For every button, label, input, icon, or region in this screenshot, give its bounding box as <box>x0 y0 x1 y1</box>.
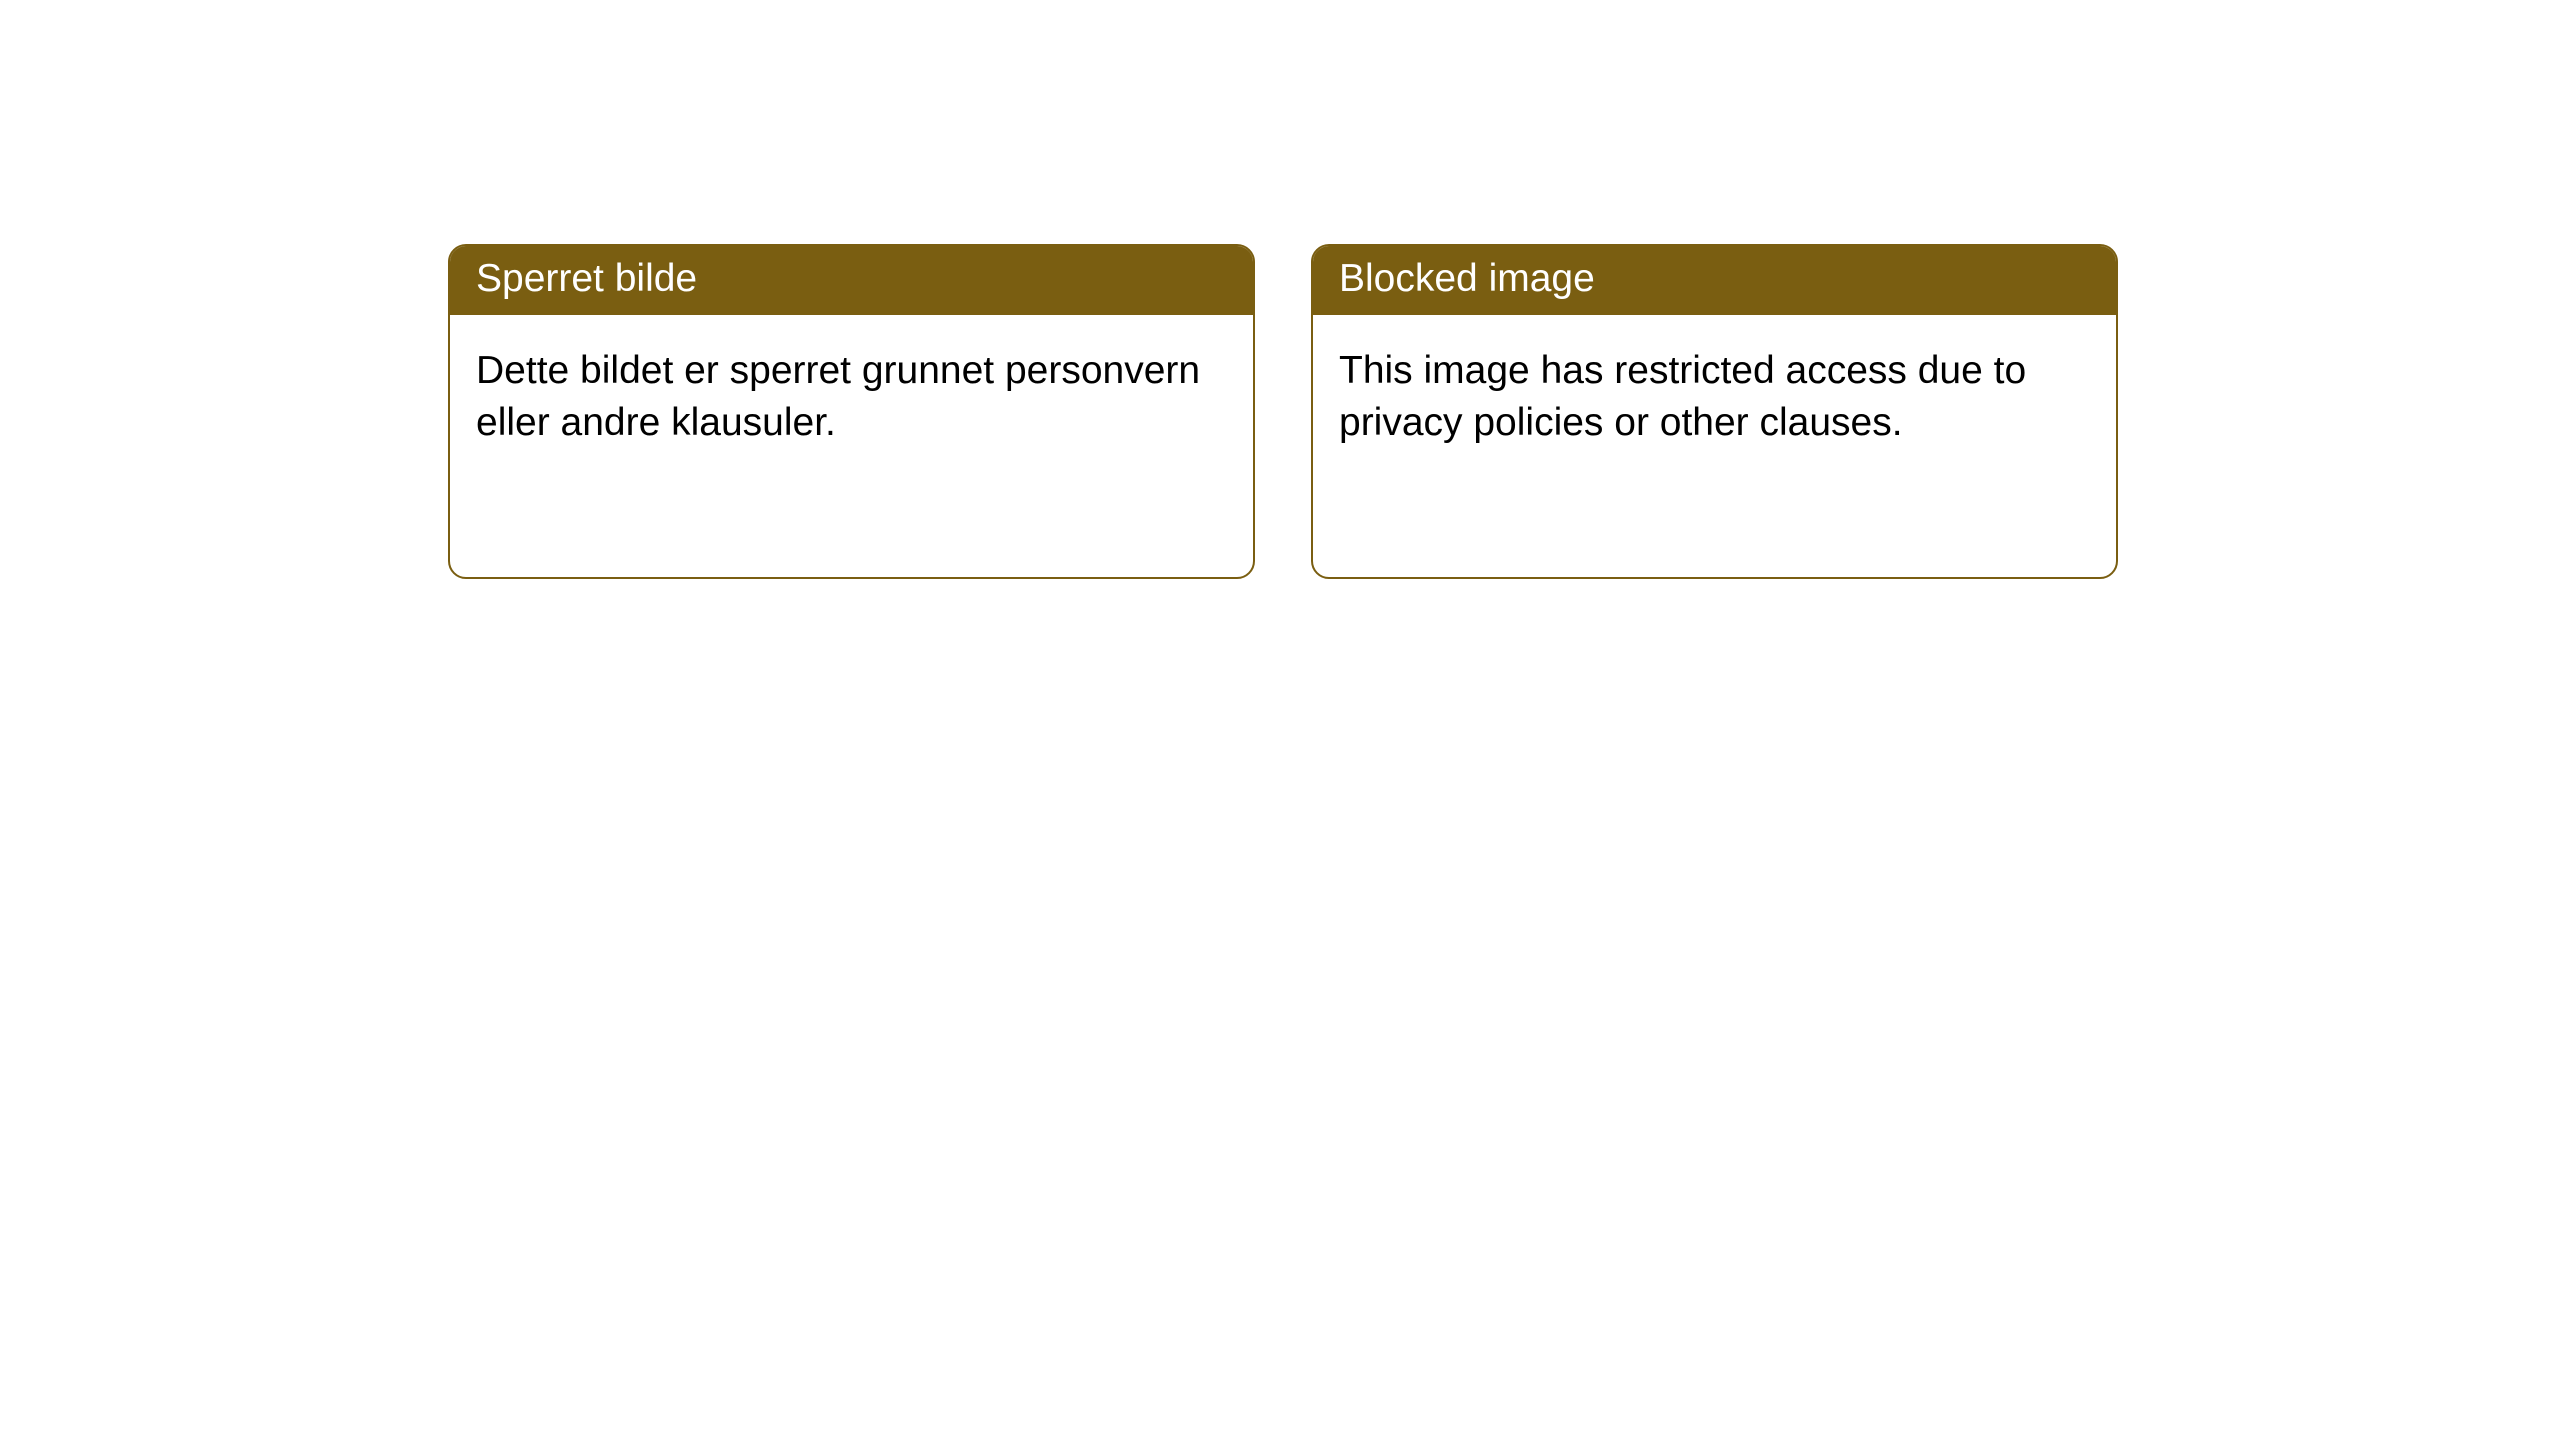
notice-card-english: Blocked image This image has restricted … <box>1311 244 2118 579</box>
card-header: Sperret bilde <box>450 246 1253 315</box>
notice-container: Sperret bilde Dette bildet er sperret gr… <box>0 0 2560 579</box>
card-header: Blocked image <box>1313 246 2116 315</box>
card-body: Dette bildet er sperret grunnet personve… <box>450 315 1253 480</box>
card-body: This image has restricted access due to … <box>1313 315 2116 480</box>
notice-card-norwegian: Sperret bilde Dette bildet er sperret gr… <box>448 244 1255 579</box>
